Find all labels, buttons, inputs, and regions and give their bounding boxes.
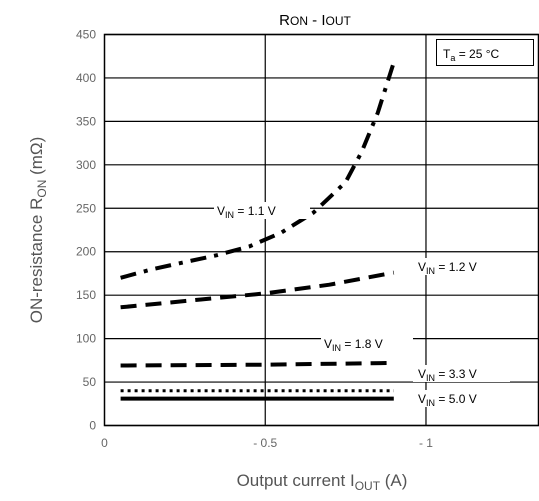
label-v50: VIN = 5.0 V: [413, 390, 510, 408]
ta-box: [436, 39, 534, 66]
v18-sub: IN: [332, 343, 341, 353]
y-tick-label-8: 400: [76, 71, 96, 85]
y-tick-label-0: 0: [89, 419, 96, 433]
ylabel-unit: (mΩ): [27, 137, 46, 180]
v50-sub: IN: [426, 398, 435, 408]
y-tick-label-1: 50: [83, 375, 97, 389]
y-tick-labels: 0 50 100 150 200 250 300 350 400 450: [76, 28, 96, 433]
series-line-1: [120, 270, 395, 310]
title-on: ON: [290, 14, 308, 28]
x-tick-label-0: 0: [101, 436, 108, 450]
series-line-2: [120, 360, 394, 368]
v11-value: = 1.1 V: [234, 204, 276, 218]
label-v33: VIN = 3.3 V: [413, 365, 510, 383]
x-tick-labels: 0 - 0.5 - 1: [101, 436, 433, 450]
ta-sub: a: [450, 53, 455, 63]
label-v12: VIN = 1.2 V: [414, 258, 510, 276]
y-tick-label-9: 450: [76, 28, 96, 42]
label-v18-bg: [321, 335, 413, 352]
y-tick-label-2: 100: [76, 332, 96, 346]
ta-value: = 25 °C: [455, 47, 499, 61]
v11-sub: IN: [225, 210, 234, 220]
x-tick-label-2: - 1: [419, 436, 433, 450]
chart-title: RON - IOUT: [279, 12, 351, 29]
series-line-0: [120, 61, 396, 280]
ta-t: T: [443, 47, 451, 61]
ta-annotation: Ta = 25 °C: [436, 39, 534, 66]
x-axis-label: Output current IOUT (A): [237, 471, 408, 493]
xlabel-unit: (A): [380, 471, 407, 490]
ylabel-sub: ON: [35, 180, 49, 198]
title-out: OUT: [326, 14, 352, 28]
ta-text: Ta = 25 °C: [443, 47, 500, 63]
y-tick-label-6: 300: [76, 158, 96, 172]
v12-sub: IN: [426, 266, 435, 276]
label-v11: VIN = 1.1 V: [214, 202, 310, 220]
title-r: R: [279, 12, 290, 29]
label-v18: VIN = 1.8 V: [321, 335, 413, 353]
v33-value: = 3.3 V: [435, 367, 477, 381]
curves: [120, 61, 396, 401]
v12-value: = 1.2 V: [435, 260, 477, 274]
y-tick-label-7: 350: [76, 114, 96, 128]
y-tick-label-3: 150: [76, 288, 96, 302]
v18-value: = 1.8 V: [341, 337, 383, 351]
label-v50-bg: [413, 390, 510, 407]
y-tick-label-4: 200: [76, 245, 96, 259]
label-v18-text: VIN = 1.8 V: [324, 337, 383, 353]
xlabel-sub: OUT: [355, 479, 381, 493]
x-tick-label-1: - 0.5: [253, 436, 277, 450]
v50-value: = 5.0 V: [435, 392, 477, 406]
label-v12-bg: [414, 258, 510, 275]
label-v11-bg: [214, 202, 310, 219]
y-tick-label-5: 250: [76, 201, 96, 215]
v33-sub: IN: [426, 373, 435, 383]
title-dash: - I: [308, 12, 326, 29]
label-v33-bg: [413, 365, 510, 382]
y-axis-label: ON-resistance RON (mΩ): [27, 137, 49, 324]
